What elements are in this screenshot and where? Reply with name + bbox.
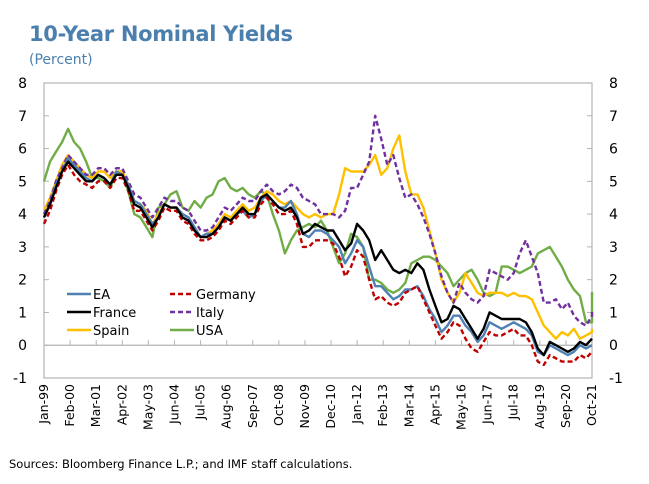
x-tick-label: Jun-17 <box>480 384 495 425</box>
x-tick-label: Oct-08 <box>271 384 286 426</box>
y-tick-label-right: 0 <box>609 338 618 354</box>
x-tick-label: May-03 <box>140 384 155 430</box>
chart-title: 10-Year Nominal Yields <box>29 22 293 46</box>
y-tick-label-left: -1 <box>13 371 27 387</box>
series-line-ea <box>42 157 593 357</box>
y-tick-label-left: 2 <box>18 273 27 289</box>
x-tick-label: Sep-07 <box>245 384 260 428</box>
y-tick-label-right: 5 <box>609 174 618 190</box>
y-tick-label-right: -1 <box>609 371 623 387</box>
y-tick-label-left: 7 <box>18 109 27 125</box>
x-tick-label: Oct-21 <box>584 384 599 426</box>
legend-label: France <box>93 306 136 321</box>
y-tick-label-left: 5 <box>18 174 27 190</box>
x-tick-label: Jun-04 <box>166 384 181 425</box>
chart-subtitle: (Percent) <box>29 52 93 68</box>
legend-label: Italy <box>196 306 225 321</box>
y-tick-label-right: 1 <box>609 305 618 321</box>
y-tick-label-right: 3 <box>609 240 618 256</box>
x-tick-label: Sep-20 <box>558 384 573 428</box>
legend-label: Germany <box>196 288 256 303</box>
x-tick-label: Dec-10 <box>323 384 338 429</box>
legend-item-spain: Spain <box>67 324 129 339</box>
x-tick-label: May-16 <box>454 384 469 430</box>
line-chart: 8 8 7 7 6 6 5 5 4 4 3 3 2 2 1 1 0 0 -1 -1 Jan-99 Feb-00 Mar-01… <box>13 76 623 430</box>
series-line-france <box>42 160 593 357</box>
y-tick-label-left: 6 <box>18 142 27 158</box>
y-tick-label-left: 0 <box>18 338 27 354</box>
legend-item-usa: USA <box>170 324 223 339</box>
x-tick-label: Feb-13 <box>375 384 390 427</box>
x-tick-label: Jan-99 <box>36 384 51 425</box>
x-tick-label: Jul-18 <box>506 384 521 421</box>
x-tick-label: Feb-00 <box>62 384 77 427</box>
y-tick-label-left: 1 <box>18 305 27 321</box>
legend-label: Spain <box>93 324 129 339</box>
y-tick-label-right: 4 <box>609 207 618 223</box>
y-tick-label-right: 2 <box>609 273 618 289</box>
y-tick-label-left: 8 <box>18 76 27 92</box>
x-tick-label: Jul-05 <box>193 384 208 421</box>
x-tick-label: Nov-09 <box>297 384 312 429</box>
x-tick-label: Mar-01 <box>88 384 103 427</box>
y-tick-label-right: 8 <box>609 76 618 92</box>
legend-item-france: France <box>67 306 136 321</box>
x-tick-label: Jan-12 <box>349 384 364 425</box>
x-tick-label: Apr-15 <box>427 384 442 425</box>
legend-label: USA <box>196 324 223 339</box>
legend-item-italy: Italy <box>170 306 225 321</box>
source-note: Sources: Bloomberg Finance L.P.; and IMF… <box>9 457 353 471</box>
legend-item-germany: Germany <box>170 288 256 303</box>
y-tick-label-left: 3 <box>18 240 27 256</box>
series-line-italy <box>42 114 594 327</box>
legend-label: EA <box>93 288 110 303</box>
x-tick-label: Aug-06 <box>219 384 234 429</box>
series-layer <box>42 114 594 367</box>
x-tick-label: Aug-19 <box>532 384 547 429</box>
series-line-germany <box>42 163 593 367</box>
y-tick-label-right: 6 <box>609 142 618 158</box>
x-tick-label: Mar-14 <box>401 384 416 427</box>
legend: EA Germany France Italy Spain USA <box>67 288 256 339</box>
axes-layer: 8 8 7 7 6 6 5 5 4 4 3 3 2 2 1 1 0 0 -1 -1 Jan-99 Feb-00 Mar-01… <box>13 76 623 430</box>
legend-item-ea: EA <box>67 288 110 303</box>
y-tick-label-right: 7 <box>609 109 618 125</box>
x-tick-label: Apr-02 <box>114 384 129 425</box>
y-tick-label-left: 4 <box>18 207 27 223</box>
plot-border <box>43 82 593 379</box>
